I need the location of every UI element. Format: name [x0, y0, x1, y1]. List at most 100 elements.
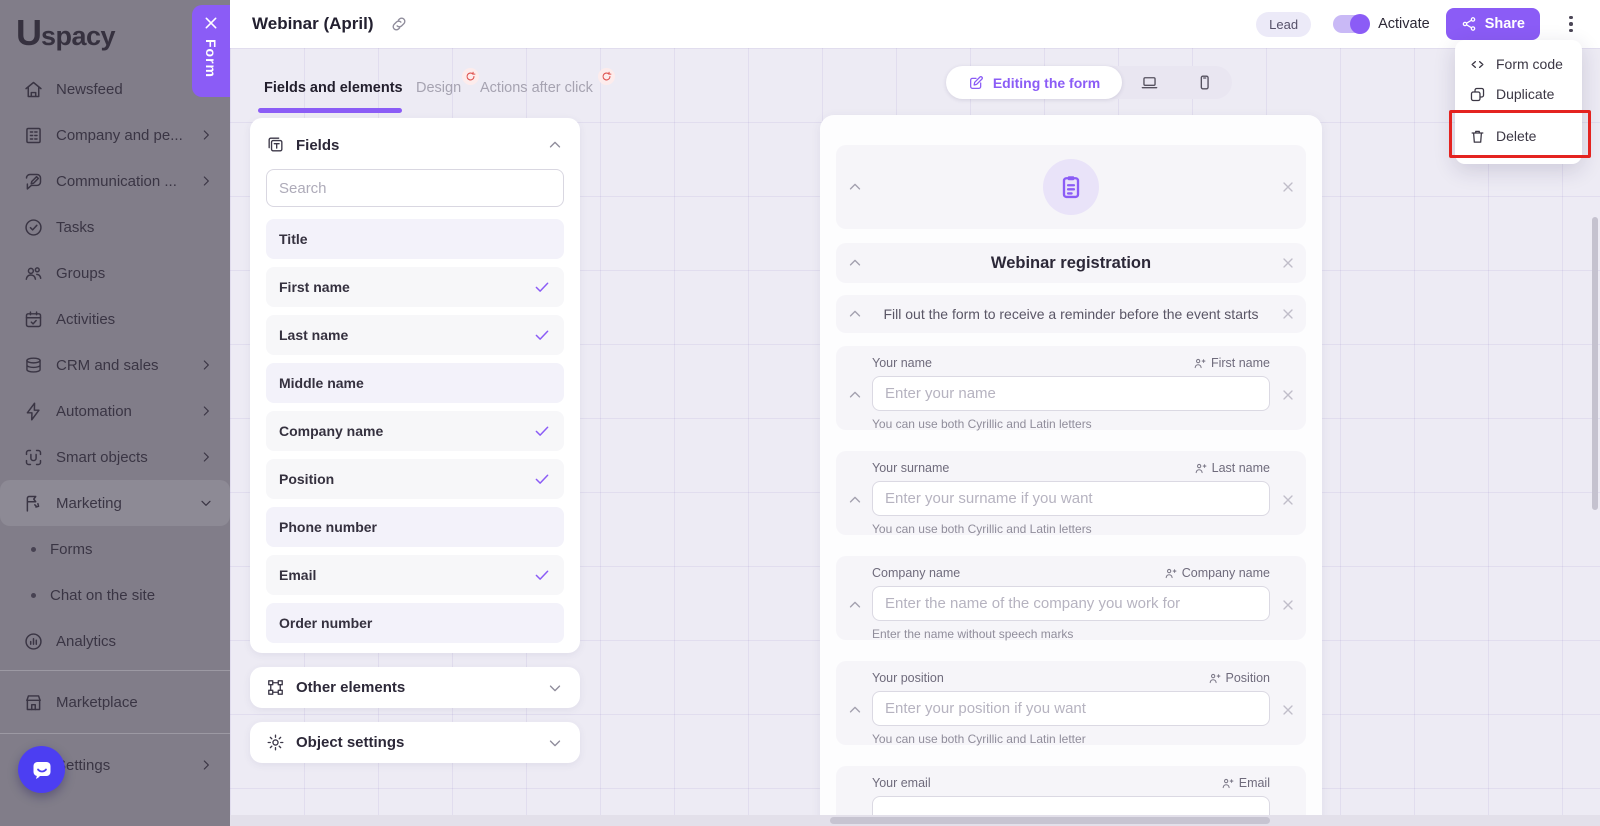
field-item-email[interactable]: Email — [266, 555, 564, 595]
field-item-middle-name[interactable]: Middle name — [266, 363, 564, 403]
preview-field-surname[interactable]: Your surname Last name You can use both … — [836, 451, 1306, 536]
remove-block-icon[interactable] — [1280, 179, 1296, 195]
desktop-preview-button[interactable] — [1122, 73, 1177, 92]
preview-field-position[interactable]: Your position Position You can use both … — [836, 661, 1306, 746]
field-item-label: Position — [279, 471, 335, 487]
object-settings-panel[interactable]: Object settings — [250, 722, 580, 763]
crm-field-tag: Position — [1208, 671, 1270, 685]
tab-design[interactable]: Design — [416, 80, 462, 96]
remove-block-icon[interactable] — [1280, 597, 1296, 613]
preview-banner-block[interactable] — [836, 145, 1306, 229]
fields-search-input[interactable] — [266, 169, 564, 207]
form-field-input[interactable] — [872, 376, 1270, 411]
sidebar-item-label: Marketplace — [56, 693, 138, 711]
active-tab-underline — [258, 108, 402, 113]
sidebar-item-activities[interactable]: Activities — [0, 296, 230, 342]
remove-block-icon[interactable] — [1280, 306, 1296, 322]
field-item-label: Middle name — [279, 375, 364, 391]
sidebar-item-forms[interactable]: Forms — [0, 526, 230, 572]
chevron-up-icon[interactable] — [846, 254, 864, 272]
sidebar-item-smart-objects[interactable]: Smart objects — [0, 434, 230, 480]
sidebar-item-communication[interactable]: Communication ... — [0, 158, 230, 204]
field-item-order-number[interactable]: Order number — [266, 603, 564, 643]
chevron-up-icon[interactable] — [846, 701, 864, 719]
field-item-first-name[interactable]: First name — [266, 267, 564, 307]
field-body: Your position Position You can use both … — [872, 661, 1270, 746]
support-chat-button[interactable] — [18, 746, 65, 793]
chevron-down-icon[interactable] — [546, 734, 564, 752]
form-field-input[interactable] — [872, 691, 1270, 726]
sidebar-item-label: Communication ... — [56, 172, 177, 190]
sidebar-item-company[interactable]: Company and pe... — [0, 112, 230, 158]
preview-field-name[interactable]: Your name First name You can use both Cy… — [836, 346, 1306, 431]
share-button[interactable]: Share — [1445, 8, 1540, 40]
sidebar-item-label: Analytics — [56, 632, 117, 650]
chevron-down-icon[interactable] — [546, 679, 564, 697]
crm-field-tag: First name — [1193, 356, 1270, 370]
field-item-label: Order number — [279, 615, 373, 631]
gear-icon — [266, 733, 286, 753]
chevron-up-icon[interactable] — [846, 491, 864, 509]
remove-block-icon[interactable] — [1280, 387, 1296, 403]
other-elements-panel[interactable]: Other elements — [250, 667, 580, 708]
tab-actions-after-click[interactable]: Actions after click — [480, 80, 593, 96]
form-drawer-tab[interactable]: Form — [192, 5, 230, 97]
remove-block-icon[interactable] — [1280, 702, 1296, 718]
close-icon[interactable] — [203, 15, 219, 31]
chevron-up-icon[interactable] — [846, 596, 864, 614]
menu-item-form-code[interactable]: Form code — [1455, 49, 1582, 79]
chevron-up-icon[interactable] — [846, 386, 864, 404]
chevron-up-icon[interactable] — [846, 178, 864, 196]
field-item-company-name[interactable]: Company name — [266, 411, 564, 451]
check-icon — [533, 566, 551, 584]
trash-icon — [1469, 128, 1486, 145]
logo-initial: U — [16, 12, 42, 53]
sidebar-item-automation[interactable]: Automation — [0, 388, 230, 434]
sidebar-item-crm[interactable]: CRM and sales — [0, 342, 230, 388]
chevron-up-icon[interactable] — [846, 305, 864, 323]
remove-block-icon[interactable] — [1280, 492, 1296, 508]
mobile-preview-button[interactable] — [1177, 73, 1232, 92]
people-icon — [22, 262, 44, 284]
preview-subtitle-block[interactable]: Fill out the form to receive a reminder … — [836, 295, 1306, 333]
field-label: Company name — [872, 566, 961, 580]
field-label: Your position — [872, 671, 944, 685]
activate-toggle[interactable] — [1333, 14, 1371, 34]
form-field-input[interactable] — [872, 586, 1270, 621]
menu-item-label: Delete — [1496, 128, 1537, 144]
horizontal-scrollbar[interactable] — [830, 817, 1270, 824]
more-options-button[interactable] — [1562, 13, 1580, 35]
other-elements-title: Other elements — [296, 679, 406, 696]
form-field-input[interactable] — [872, 481, 1270, 516]
sidebar-item-chat-on-site[interactable]: Chat on the site — [0, 572, 230, 618]
field-item-last-name[interactable]: Last name — [266, 315, 564, 355]
field-item-phone-number[interactable]: Phone number — [266, 507, 564, 547]
menu-item-duplicate[interactable]: Duplicate — [1455, 79, 1582, 109]
field-item-position[interactable]: Position — [266, 459, 564, 499]
tab-fields-and-elements[interactable]: Fields and elements — [264, 80, 403, 96]
sidebar-item-analytics[interactable]: Analytics — [0, 618, 230, 664]
sidebar-item-newsfeed[interactable]: Newsfeed — [0, 66, 230, 112]
preview-title-block[interactable]: Webinar registration — [836, 243, 1306, 283]
vertical-scrollbar[interactable] — [1592, 217, 1598, 510]
check-icon — [533, 470, 551, 488]
sidebar-item-tasks[interactable]: Tasks — [0, 204, 230, 250]
sidebar-item-marketplace[interactable]: Marketplace — [0, 677, 230, 727]
person-add-icon — [1194, 462, 1207, 475]
page-title: Webinar (April) — [252, 14, 374, 33]
sidebar-item-label: Marketing — [56, 494, 122, 512]
fields-panel: Fields Title First name Last name Middle… — [250, 118, 580, 653]
chevron-right-icon — [198, 357, 214, 373]
chevron-up-icon[interactable] — [546, 136, 564, 154]
sidebar-item-groups[interactable]: Groups — [0, 250, 230, 296]
remove-block-icon[interactable] — [1280, 255, 1296, 271]
view-editing-segment[interactable]: Editing the form — [946, 66, 1122, 99]
fields-panel-header[interactable]: Fields — [266, 132, 564, 158]
preview-field-company[interactable]: Company name Company name Enter the name… — [836, 556, 1306, 641]
field-item-title[interactable]: Title — [266, 219, 564, 259]
link-icon[interactable] — [390, 15, 408, 33]
sidebar-item-marketing[interactable]: Marketing — [0, 480, 230, 526]
menu-item-delete[interactable]: Delete — [1455, 118, 1582, 154]
